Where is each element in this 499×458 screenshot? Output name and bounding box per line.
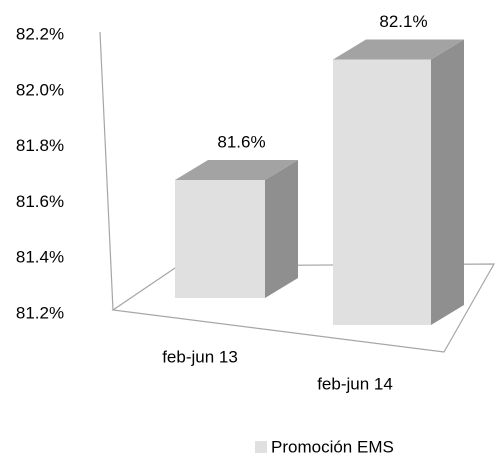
bar-side	[431, 39, 464, 325]
y-tick-label: 81.6%	[16, 192, 64, 211]
bar	[333, 59, 431, 325]
y-tick-label: 82.0%	[16, 80, 64, 99]
x-tick-label: feb-jun 14	[317, 374, 393, 393]
back-wall-edge	[99, 31, 114, 311]
legend-label: Promoción EMS	[271, 437, 394, 456]
bar	[175, 180, 265, 298]
y-tick-label: 82.2%	[16, 24, 64, 43]
bar-top	[175, 160, 298, 180]
value-label: 82.1%	[379, 12, 427, 31]
bar-side	[265, 160, 298, 298]
legend-swatch	[255, 441, 267, 453]
y-tick-label: 81.8%	[16, 136, 64, 155]
bar-top	[333, 39, 464, 60]
axes-frame	[99, 31, 496, 353]
floor	[111, 263, 496, 353]
y-tick-label: 81.2%	[16, 303, 64, 322]
y-tick-label: 81.4%	[16, 248, 64, 267]
x-tick-label: feb-jun 13	[162, 347, 238, 366]
value-label: 81.6%	[217, 132, 265, 151]
